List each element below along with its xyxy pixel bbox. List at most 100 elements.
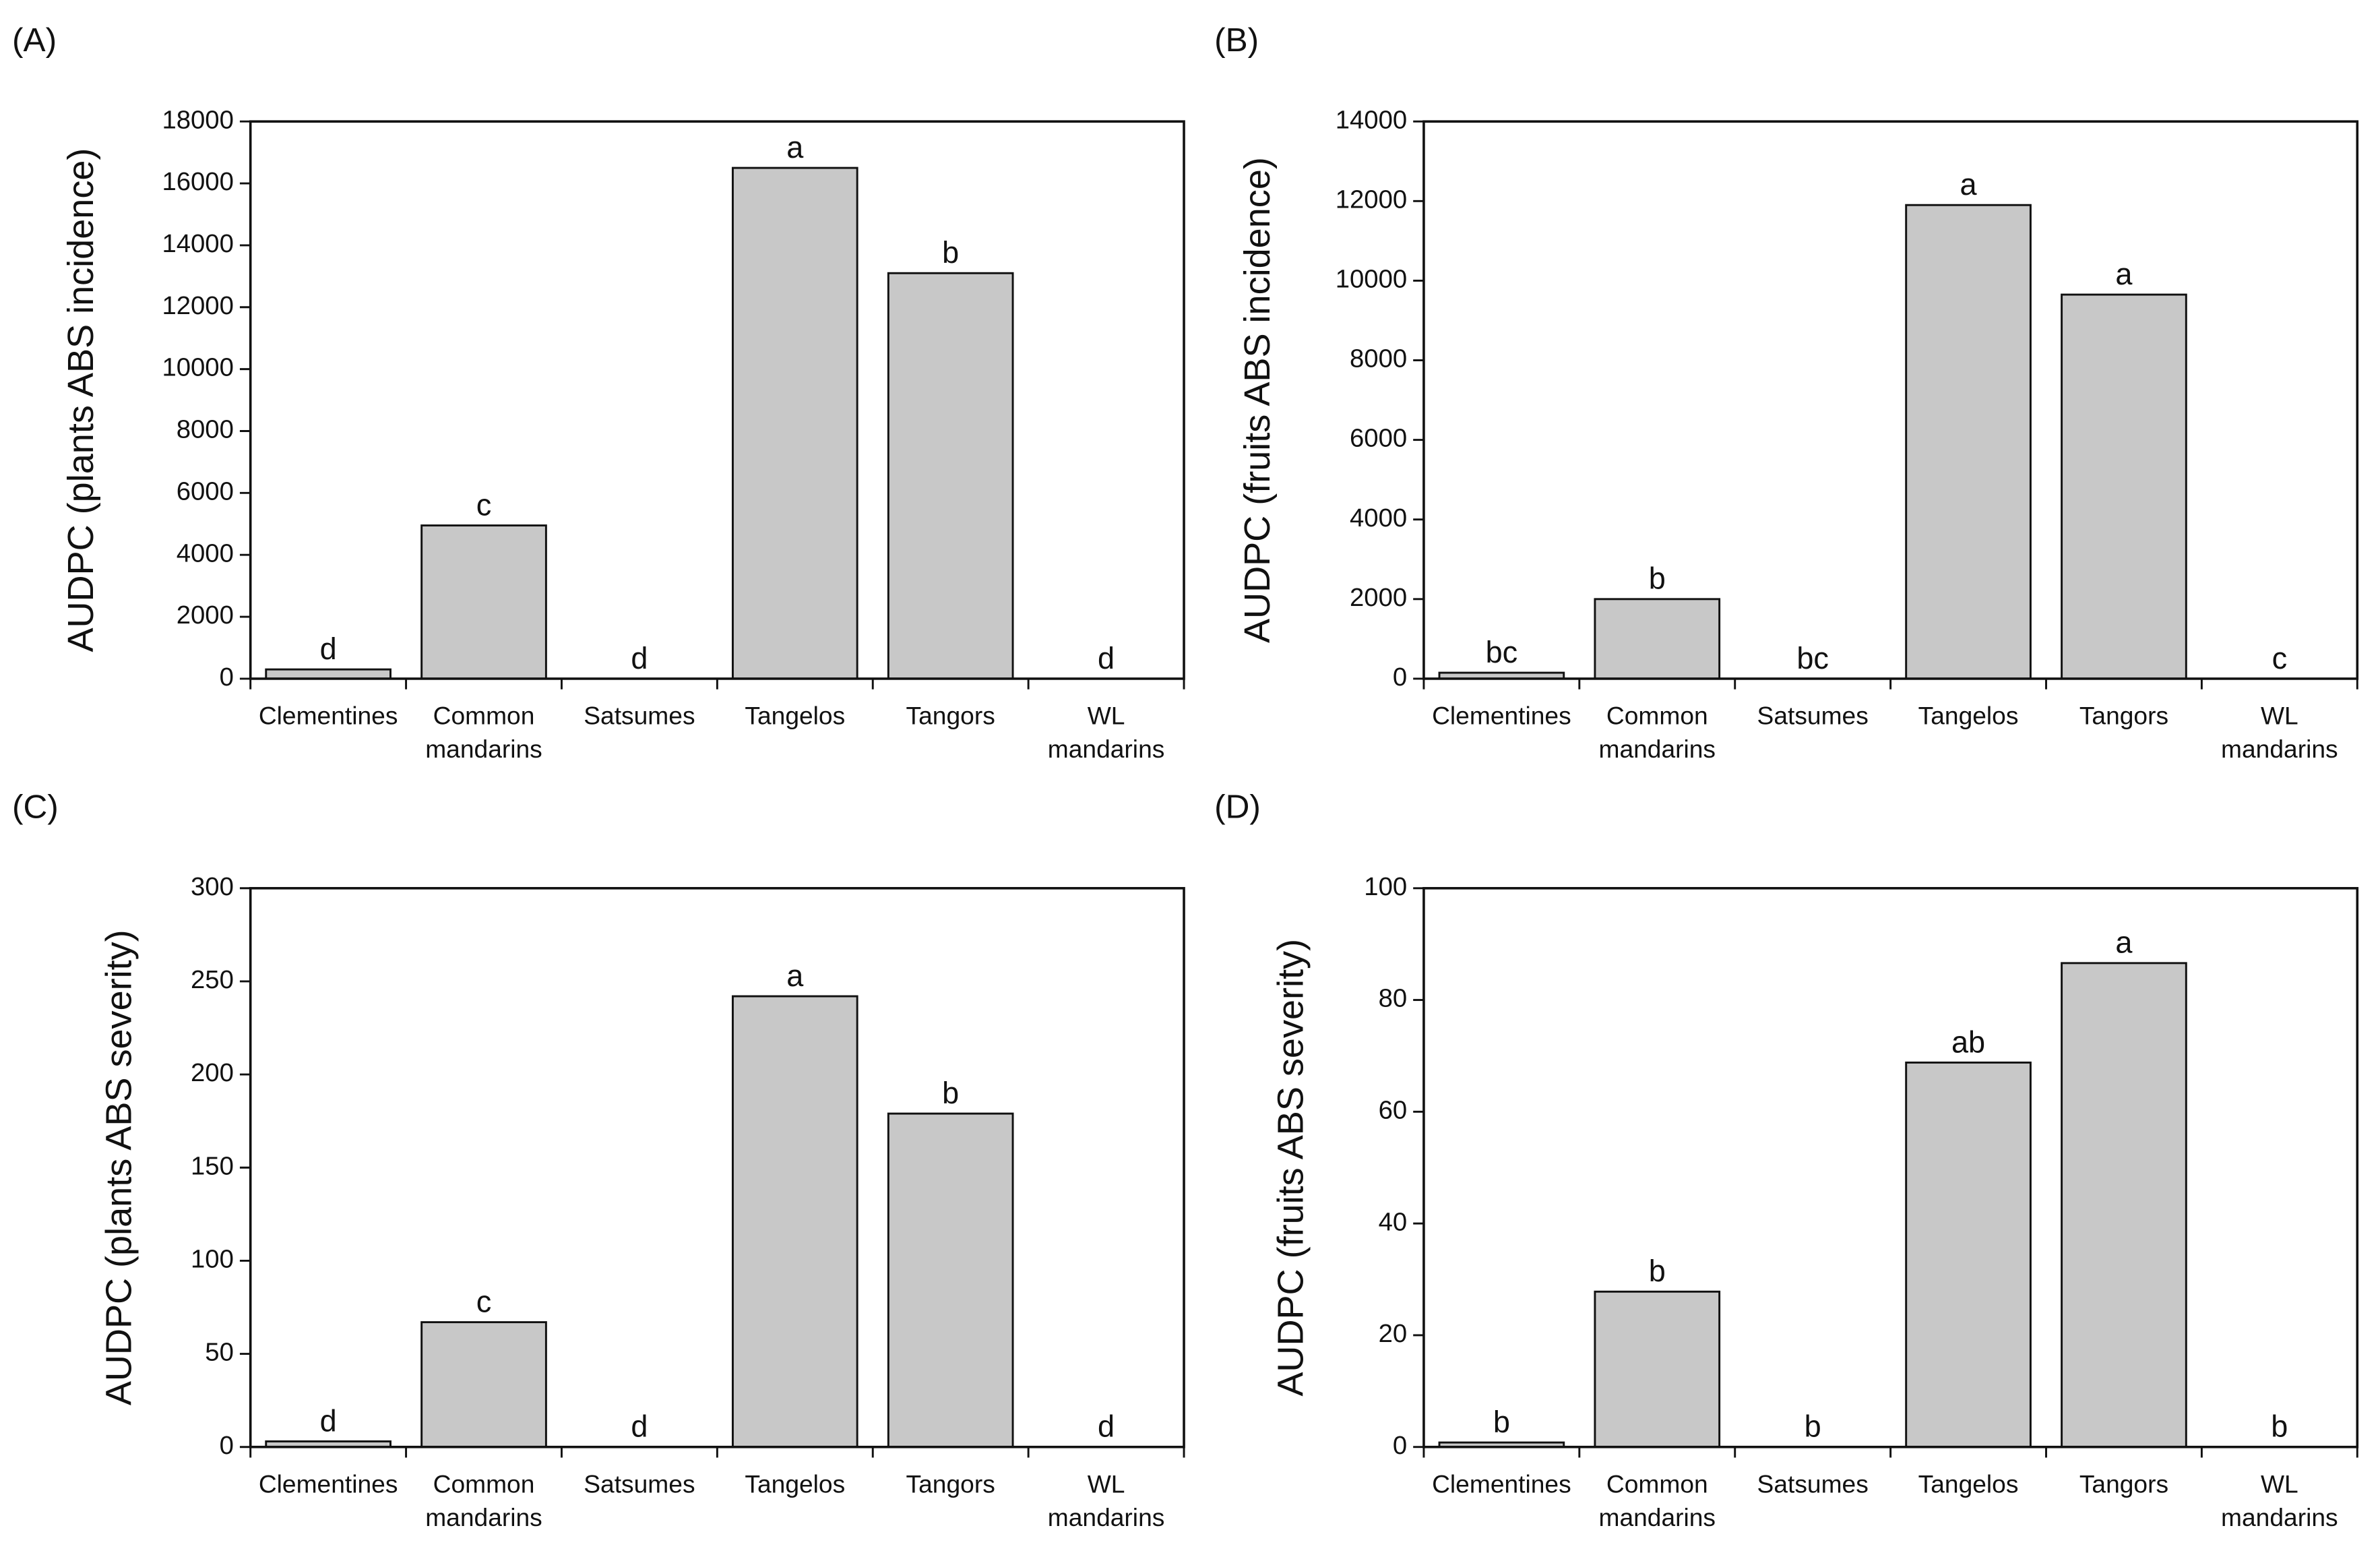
- panel-label: (B): [1214, 21, 1259, 59]
- y-axis-title: AUDPC (fruits ABS severity): [1270, 939, 1311, 1397]
- significance-letter: c: [2272, 641, 2288, 675]
- y-tick-label: 40: [1379, 1207, 1408, 1236]
- y-tick-label: 0: [1393, 663, 1407, 692]
- x-tick-label: Clementines: [1432, 1471, 1571, 1499]
- x-tick-label: Clementines: [258, 1471, 398, 1499]
- x-tick-label: Tangors: [906, 1471, 995, 1499]
- significance-letter: bc: [1796, 641, 1829, 675]
- y-tick-label: 80: [1379, 984, 1408, 1013]
- x-tick-label: Tangelos: [1918, 702, 2019, 731]
- y-tick-label: 10000: [162, 353, 233, 382]
- y-tick-label: 12000: [162, 291, 233, 320]
- y-axis-title: AUDPC (fruits ABS incidence): [1237, 157, 1278, 643]
- significance-letter: ab: [1951, 1025, 1985, 1059]
- y-tick-label: 250: [191, 965, 234, 994]
- significance-letter: b: [942, 1076, 959, 1110]
- y-tick-label: 0: [220, 663, 234, 692]
- y-tick-label: 12000: [1336, 185, 1407, 214]
- y-tick-label: 8000: [177, 415, 234, 444]
- x-tick-label: Satsumes: [1757, 1471, 1869, 1499]
- panel-label: (C): [12, 788, 59, 826]
- x-tick-label: Clementines: [258, 702, 398, 731]
- significance-letter: b: [1649, 1254, 1666, 1288]
- y-tick-label: 4000: [177, 539, 234, 568]
- y-tick-label: 4000: [1350, 504, 1407, 532]
- plot-frame: [249, 886, 1185, 1449]
- significance-letter: d: [320, 1403, 337, 1438]
- y-tick-label: 8000: [1350, 344, 1407, 373]
- panel-label: (A): [12, 21, 57, 59]
- y-tick-label: 50: [205, 1338, 234, 1367]
- significance-letter: a: [2115, 257, 2133, 291]
- significance-letter: b: [1649, 561, 1666, 596]
- x-tick-label: Common mandarins: [425, 702, 542, 764]
- bar: [420, 1321, 547, 1449]
- significance-letter: c: [476, 487, 492, 522]
- x-tick-label: Tangors: [2079, 702, 2169, 731]
- x-tick-label: Clementines: [1432, 702, 1571, 731]
- x-tick-label: Satsumes: [1757, 702, 1869, 731]
- x-tick-label: WL mandarins: [1047, 702, 1165, 764]
- plot-frame: [1422, 120, 2359, 680]
- y-tick-label: 100: [1364, 872, 1407, 901]
- bar: [2061, 293, 2187, 680]
- x-tick-label: Satsumes: [584, 1471, 695, 1499]
- x-tick-label: Common mandarins: [425, 1471, 542, 1532]
- significance-letter: a: [2115, 925, 2133, 960]
- significance-letter: a: [786, 130, 804, 164]
- significance-letter: a: [786, 958, 804, 993]
- y-axis-title: AUDPC (plants ABS severity): [98, 929, 139, 1405]
- y-tick-label: 10000: [1336, 265, 1407, 294]
- significance-letter: d: [1098, 641, 1115, 675]
- bar: [1594, 598, 1721, 680]
- y-tick-label: 60: [1379, 1095, 1408, 1124]
- y-tick-label: 18000: [162, 105, 233, 134]
- bar: [1594, 1290, 1721, 1449]
- y-tick-label: 14000: [162, 229, 233, 258]
- x-tick-label: Tangors: [2079, 1471, 2169, 1499]
- significance-letter: b: [1493, 1405, 1510, 1439]
- significance-letter: d: [320, 632, 337, 666]
- bar: [1905, 204, 2032, 680]
- bar: [731, 166, 858, 680]
- significance-letter: d: [631, 1409, 648, 1444]
- x-tick-label: Tangors: [906, 702, 995, 731]
- y-tick-label: 6000: [1350, 424, 1407, 453]
- bar: [731, 995, 858, 1449]
- x-tick-label: Tangelos: [745, 1471, 846, 1499]
- significance-letter: a: [1960, 167, 1978, 202]
- bar: [1905, 1061, 2032, 1449]
- significance-letter: b: [942, 235, 959, 270]
- bar: [2061, 962, 2187, 1449]
- y-tick-label: 150: [191, 1151, 234, 1180]
- significance-letter: bc: [1486, 635, 1518, 669]
- y-tick-label: 300: [191, 872, 234, 901]
- y-tick-label: 0: [220, 1431, 234, 1460]
- bar: [887, 1112, 1014, 1449]
- significance-letter: b: [1805, 1409, 1821, 1444]
- x-tick-label: Tangelos: [745, 702, 846, 731]
- y-tick-label: 16000: [162, 167, 233, 196]
- x-tick-label: Common mandarins: [1598, 1471, 1716, 1532]
- significance-letter: b: [2271, 1409, 2288, 1444]
- y-tick-label: 20: [1379, 1319, 1408, 1348]
- y-tick-label: 100: [191, 1245, 234, 1274]
- x-tick-label: Common mandarins: [1598, 702, 1716, 764]
- y-tick-label: 200: [191, 1058, 234, 1087]
- bar: [887, 272, 1014, 680]
- y-tick-label: 2000: [177, 601, 234, 630]
- significance-letter: d: [631, 641, 648, 675]
- y-tick-label: 14000: [1336, 105, 1407, 134]
- y-tick-label: 2000: [1350, 583, 1407, 612]
- x-tick-label: WL mandarins: [2221, 1471, 2338, 1532]
- bar: [420, 524, 547, 680]
- significance-letter: d: [1098, 1409, 1115, 1444]
- x-tick-label: WL mandarins: [2221, 702, 2338, 764]
- plot-frame: [249, 120, 1185, 680]
- y-axis-title: AUDPC (plants ABS incidence): [61, 148, 101, 652]
- y-tick-label: 0: [1393, 1431, 1407, 1460]
- x-tick-label: Tangelos: [1918, 1471, 2019, 1499]
- y-tick-label: 6000: [177, 477, 234, 506]
